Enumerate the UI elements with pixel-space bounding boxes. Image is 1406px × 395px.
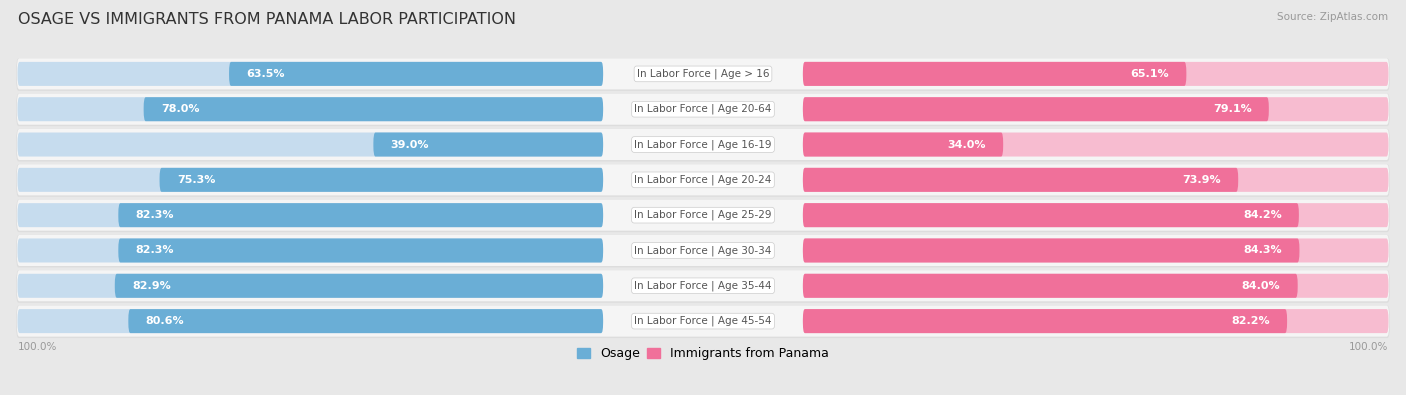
FancyBboxPatch shape [803, 239, 1299, 263]
Text: 80.6%: 80.6% [146, 316, 184, 326]
FancyBboxPatch shape [118, 203, 603, 227]
FancyBboxPatch shape [229, 62, 603, 86]
Text: In Labor Force | Age 20-24: In Labor Force | Age 20-24 [634, 175, 772, 185]
FancyBboxPatch shape [17, 274, 603, 298]
Text: 63.5%: 63.5% [246, 69, 285, 79]
Text: 39.0%: 39.0% [391, 139, 429, 150]
FancyBboxPatch shape [803, 239, 1389, 263]
FancyBboxPatch shape [17, 97, 603, 121]
FancyBboxPatch shape [17, 129, 1389, 160]
Text: 84.0%: 84.0% [1241, 281, 1281, 291]
FancyBboxPatch shape [17, 239, 603, 263]
FancyBboxPatch shape [374, 132, 603, 156]
FancyBboxPatch shape [128, 309, 603, 333]
Text: 82.3%: 82.3% [135, 245, 174, 256]
Text: In Labor Force | Age > 16: In Labor Force | Age > 16 [637, 69, 769, 79]
FancyBboxPatch shape [803, 97, 1389, 121]
FancyBboxPatch shape [803, 203, 1389, 227]
Text: 100.0%: 100.0% [17, 342, 56, 352]
FancyBboxPatch shape [159, 168, 603, 192]
FancyBboxPatch shape [17, 94, 1389, 125]
FancyBboxPatch shape [17, 270, 1389, 301]
Text: 34.0%: 34.0% [948, 139, 986, 150]
Text: OSAGE VS IMMIGRANTS FROM PANAMA LABOR PARTICIPATION: OSAGE VS IMMIGRANTS FROM PANAMA LABOR PA… [18, 12, 516, 27]
Text: In Labor Force | Age 16-19: In Labor Force | Age 16-19 [634, 139, 772, 150]
FancyBboxPatch shape [803, 132, 1389, 156]
Text: In Labor Force | Age 35-44: In Labor Force | Age 35-44 [634, 280, 772, 291]
Text: 82.3%: 82.3% [135, 210, 174, 220]
Text: 84.3%: 84.3% [1244, 245, 1282, 256]
Text: 73.9%: 73.9% [1182, 175, 1220, 185]
FancyBboxPatch shape [118, 239, 603, 263]
FancyBboxPatch shape [17, 235, 1389, 266]
Text: In Labor Force | Age 30-34: In Labor Force | Age 30-34 [634, 245, 772, 256]
Text: 78.0%: 78.0% [160, 104, 200, 114]
FancyBboxPatch shape [803, 168, 1389, 192]
FancyBboxPatch shape [17, 62, 603, 86]
Text: In Labor Force | Age 45-54: In Labor Force | Age 45-54 [634, 316, 772, 326]
FancyBboxPatch shape [15, 306, 1391, 338]
Text: 82.2%: 82.2% [1232, 316, 1270, 326]
FancyBboxPatch shape [803, 168, 1239, 192]
FancyBboxPatch shape [15, 270, 1391, 303]
FancyBboxPatch shape [17, 168, 603, 192]
Text: 65.1%: 65.1% [1130, 69, 1170, 79]
Text: 75.3%: 75.3% [177, 175, 215, 185]
FancyBboxPatch shape [15, 94, 1391, 126]
FancyBboxPatch shape [803, 274, 1389, 298]
FancyBboxPatch shape [115, 274, 603, 298]
Legend: Osage, Immigrants from Panama: Osage, Immigrants from Panama [572, 342, 834, 365]
FancyBboxPatch shape [143, 97, 603, 121]
FancyBboxPatch shape [803, 97, 1268, 121]
FancyBboxPatch shape [17, 306, 1389, 337]
FancyBboxPatch shape [803, 309, 1286, 333]
FancyBboxPatch shape [17, 203, 603, 227]
Text: Source: ZipAtlas.com: Source: ZipAtlas.com [1277, 12, 1388, 22]
Text: 84.2%: 84.2% [1243, 210, 1282, 220]
FancyBboxPatch shape [803, 132, 1002, 156]
FancyBboxPatch shape [17, 132, 603, 156]
FancyBboxPatch shape [17, 309, 603, 333]
FancyBboxPatch shape [803, 274, 1298, 298]
FancyBboxPatch shape [17, 164, 1389, 196]
Text: In Labor Force | Age 20-64: In Labor Force | Age 20-64 [634, 104, 772, 115]
FancyBboxPatch shape [17, 199, 1389, 231]
FancyBboxPatch shape [803, 62, 1187, 86]
FancyBboxPatch shape [803, 62, 1389, 86]
Text: 100.0%: 100.0% [1350, 342, 1389, 352]
FancyBboxPatch shape [15, 199, 1391, 232]
FancyBboxPatch shape [803, 203, 1299, 227]
Text: In Labor Force | Age 25-29: In Labor Force | Age 25-29 [634, 210, 772, 220]
Text: 79.1%: 79.1% [1213, 104, 1251, 114]
FancyBboxPatch shape [15, 58, 1391, 91]
FancyBboxPatch shape [803, 309, 1389, 333]
Text: 82.9%: 82.9% [132, 281, 170, 291]
FancyBboxPatch shape [15, 164, 1391, 197]
FancyBboxPatch shape [15, 129, 1391, 162]
FancyBboxPatch shape [17, 58, 1389, 89]
FancyBboxPatch shape [15, 235, 1391, 267]
